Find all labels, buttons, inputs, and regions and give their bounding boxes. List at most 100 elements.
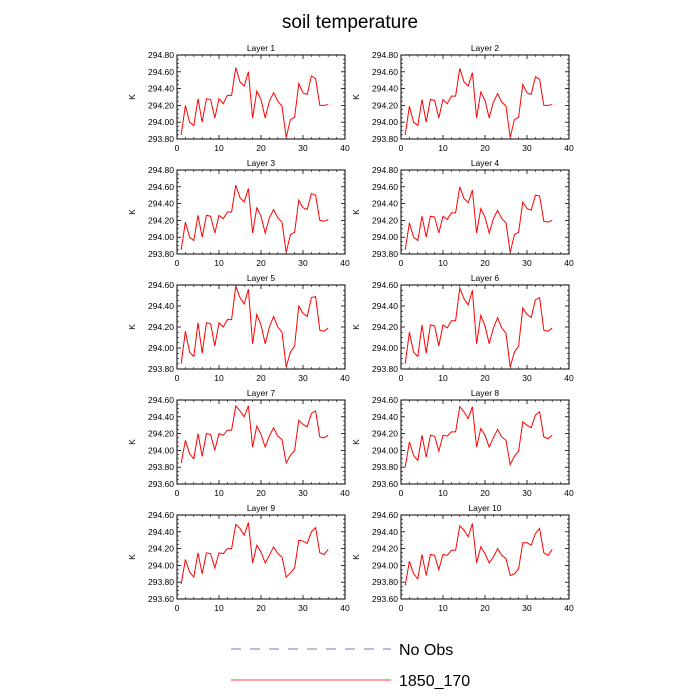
y-tick-label: 294.00 [372, 560, 398, 570]
x-tick-label: 0 [175, 258, 180, 268]
plot-frame [400, 514, 570, 600]
y-tick-label: 294.00 [372, 117, 398, 127]
panel-title: Layer 8 [471, 388, 500, 398]
y-tick-label: 294.80 [148, 165, 174, 175]
x-tick-label: 20 [480, 488, 490, 498]
y-tick-label: 294.60 [372, 395, 398, 405]
series-line [180, 285, 329, 368]
legend: No Obs 1850_170 [231, 642, 470, 690]
x-tick-label: 20 [480, 373, 490, 383]
y-tick-label: 294.00 [372, 232, 398, 242]
y-tick-label: 294.40 [372, 301, 398, 311]
x-tick-label: 10 [214, 603, 224, 613]
panel-title: Layer 3 [247, 158, 276, 168]
y-axis-label: K [127, 324, 137, 330]
series-line [180, 404, 329, 465]
y-tick-label: 294.80 [372, 50, 398, 60]
y-tick-label: 294.80 [148, 50, 174, 60]
y-tick-label: 294.40 [148, 84, 174, 94]
y-tick-label: 293.60 [372, 479, 398, 489]
y-tick-label: 293.60 [148, 479, 174, 489]
x-tick-label: 40 [340, 258, 350, 268]
x-tick-label: 20 [256, 488, 266, 498]
y-tick-label: 294.40 [148, 527, 174, 537]
x-tick-label: 40 [340, 603, 350, 613]
y-axis-label: K [127, 439, 137, 445]
x-tick-label: 0 [175, 603, 180, 613]
y-tick-label: 293.80 [148, 249, 174, 259]
y-axis-label: K [351, 554, 361, 560]
x-tick-label: 30 [298, 373, 308, 383]
x-tick-label: 10 [438, 603, 448, 613]
x-tick-label: 40 [340, 488, 350, 498]
x-tick-label: 0 [399, 258, 404, 268]
panel-title: Layer 10 [468, 503, 501, 513]
y-tick-label: 294.40 [372, 84, 398, 94]
y-axis-label: K [351, 324, 361, 330]
x-tick-label: 20 [256, 603, 266, 613]
y-tick-label: 294.20 [372, 544, 398, 554]
x-tick-label: 0 [175, 373, 180, 383]
y-tick-label: 294.00 [148, 445, 174, 455]
y-axis-label: K [351, 94, 361, 100]
y-axis-label: K [351, 439, 361, 445]
x-tick-label: 10 [438, 258, 448, 268]
y-tick-label: 293.60 [148, 594, 174, 604]
panel-title: Layer 1 [247, 43, 276, 53]
y-tick-label: 293.80 [372, 249, 398, 259]
x-tick-label: 40 [564, 258, 574, 268]
x-tick-label: 30 [298, 603, 308, 613]
x-tick-label: 0 [175, 488, 180, 498]
x-tick-label: 10 [214, 373, 224, 383]
y-tick-label: 294.40 [148, 199, 174, 209]
x-tick-label: 10 [438, 143, 448, 153]
panel-layer-2: Layer 2 K 0 10 20 30 40 293.80 294.00 294.20 294.4… [351, 43, 574, 153]
x-tick-label: 0 [399, 488, 404, 498]
panel-title: Layer 4 [471, 158, 500, 168]
y-tick-label: 294.60 [148, 510, 174, 520]
y-tick-label: 293.80 [148, 364, 174, 374]
panel-layer-6: Layer 6 K 0 10 20 30 40 293.80 294.00 294.20 294.4… [351, 273, 574, 383]
y-tick-label: 294.40 [372, 527, 398, 537]
y-tick-label: 294.60 [148, 182, 174, 192]
y-tick-label: 294.20 [372, 429, 398, 439]
x-tick-label: 30 [522, 488, 532, 498]
panels-grid: Layer 1 K 0 10 20 30 40 293.80 294.00 294.20 294.4… [127, 43, 574, 613]
y-tick-label: 293.80 [148, 462, 174, 472]
x-tick-label: 20 [480, 258, 490, 268]
series-line [404, 186, 553, 253]
y-tick-label: 294.60 [148, 67, 174, 77]
figure-title: soil temperature [282, 12, 418, 33]
series-line [404, 405, 553, 468]
plot-frame [400, 399, 570, 485]
panel-layer-7: Layer 7 K 0 10 20 30 40 293.60 293.80 294.00 294.2… [127, 388, 350, 498]
series-line [180, 184, 329, 253]
x-tick-label: 40 [564, 488, 574, 498]
x-tick-label: 10 [438, 373, 448, 383]
panel-layer-8: Layer 8 K 0 10 20 30 40 293.60 293.80 294.00 294.2… [351, 388, 574, 498]
x-tick-label: 20 [256, 373, 266, 383]
plot-frame [176, 169, 346, 255]
x-tick-label: 30 [522, 603, 532, 613]
y-tick-label: 294.80 [372, 165, 398, 175]
y-axis-label: K [127, 554, 137, 560]
x-tick-label: 30 [522, 373, 532, 383]
y-tick-label: 294.20 [148, 322, 174, 332]
x-tick-label: 10 [214, 258, 224, 268]
plot-frame [176, 54, 346, 140]
y-tick-label: 294.00 [148, 232, 174, 242]
legend-label: 1850_170 [399, 673, 470, 690]
y-tick-label: 294.60 [148, 395, 174, 405]
y-tick-label: 293.80 [148, 577, 174, 587]
y-tick-label: 294.00 [148, 560, 174, 570]
panel-title: Layer 2 [471, 43, 500, 53]
y-tick-label: 294.40 [148, 412, 174, 422]
y-tick-label: 294.00 [372, 445, 398, 455]
x-tick-label: 20 [256, 258, 266, 268]
panel-title: Layer 6 [471, 273, 500, 283]
y-axis-label: K [127, 209, 137, 215]
x-tick-label: 40 [564, 603, 574, 613]
series-line [180, 522, 329, 584]
x-tick-label: 30 [298, 488, 308, 498]
x-tick-label: 30 [522, 143, 532, 153]
